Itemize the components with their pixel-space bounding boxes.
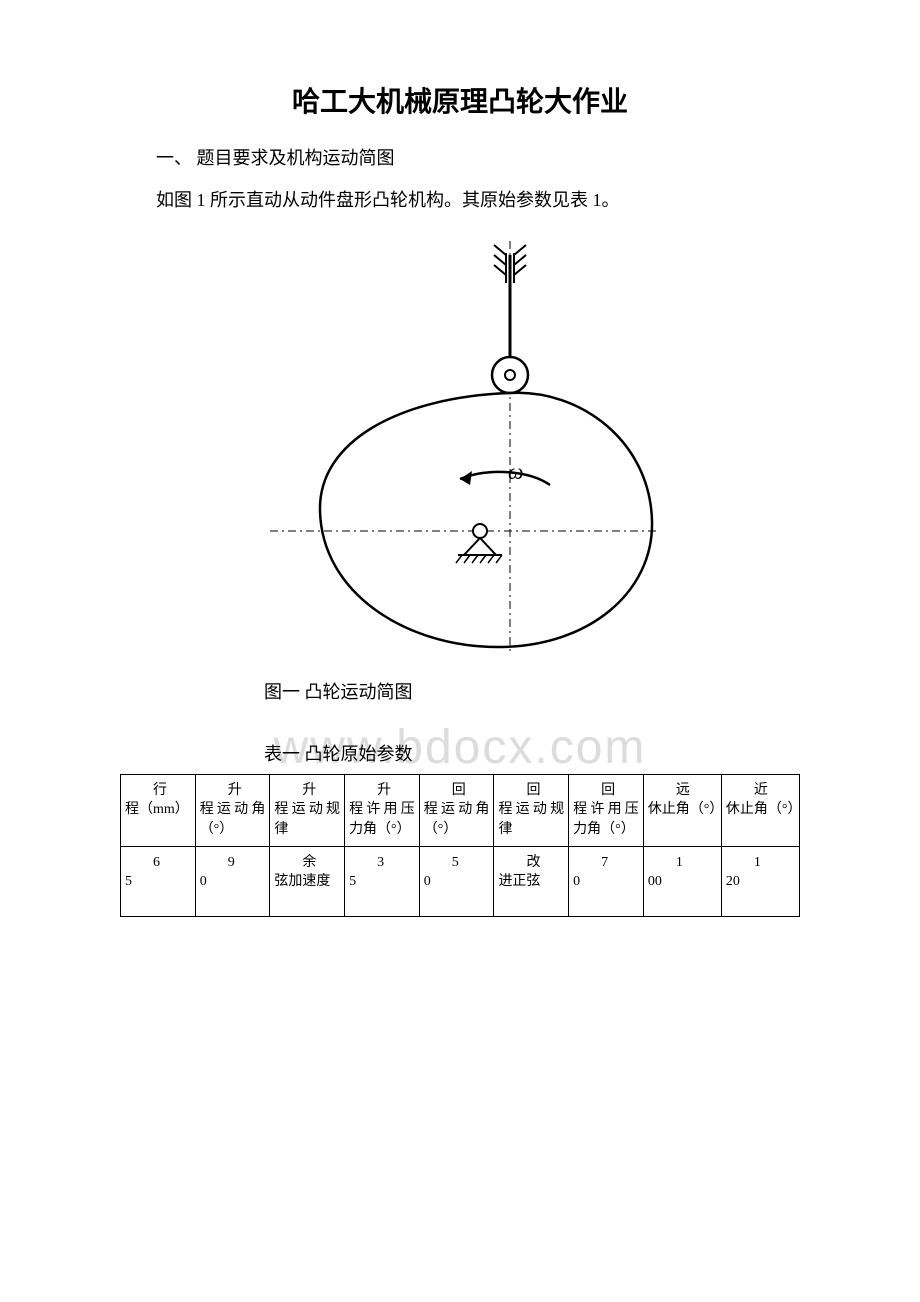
th-3: 升程许用压力角（°） bbox=[345, 774, 420, 846]
table-caption: 表一 凸轮原始参数 bbox=[120, 740, 800, 766]
th-4: 回程运动角（°） bbox=[419, 774, 494, 846]
td-1: 90 bbox=[195, 846, 270, 916]
th-8: 近休止角（°） bbox=[721, 774, 799, 846]
td-2: 余弦加速度 bbox=[270, 846, 345, 916]
th-0: 行程（mm） bbox=[121, 774, 196, 846]
body-text: 如图 1 所示直动从动件盘形凸轮机构。其原始参数见表 1。 bbox=[120, 186, 800, 215]
cam-figure: ω bbox=[120, 231, 800, 666]
td-4: 50 bbox=[419, 846, 494, 916]
page-title: 哈工大机械原理凸轮大作业 bbox=[120, 80, 800, 120]
table-data-row: 65 90 余弦加速度 35 50 改进正弦 70 100 120 bbox=[121, 846, 800, 916]
td-0: 65 bbox=[121, 846, 196, 916]
th-1: 升程运动角（°） bbox=[195, 774, 270, 846]
omega-label: ω bbox=[508, 459, 524, 484]
figure-caption: 图一 凸轮运动简图 bbox=[120, 678, 800, 704]
th-5: 回程运动规律 bbox=[494, 774, 569, 846]
cam-svg: ω bbox=[250, 231, 670, 661]
th-7: 远休止角（°） bbox=[643, 774, 721, 846]
td-8: 120 bbox=[721, 846, 799, 916]
param-table: 行程（mm） 升程运动角（°） 升程运动规律 升程许用压力角（°） 回程运动角（… bbox=[120, 774, 800, 917]
th-6: 回程许用压力角（°） bbox=[569, 774, 644, 846]
td-5: 改进正弦 bbox=[494, 846, 569, 916]
td-7: 100 bbox=[643, 846, 721, 916]
table-header-row: 行程（mm） 升程运动角（°） 升程运动规律 升程许用压力角（°） 回程运动角（… bbox=[121, 774, 800, 846]
td-6: 70 bbox=[569, 846, 644, 916]
td-3: 35 bbox=[345, 846, 420, 916]
section-heading: 一、 题目要求及机构运动简图 bbox=[120, 144, 800, 170]
th-2: 升程运动规律 bbox=[270, 774, 345, 846]
